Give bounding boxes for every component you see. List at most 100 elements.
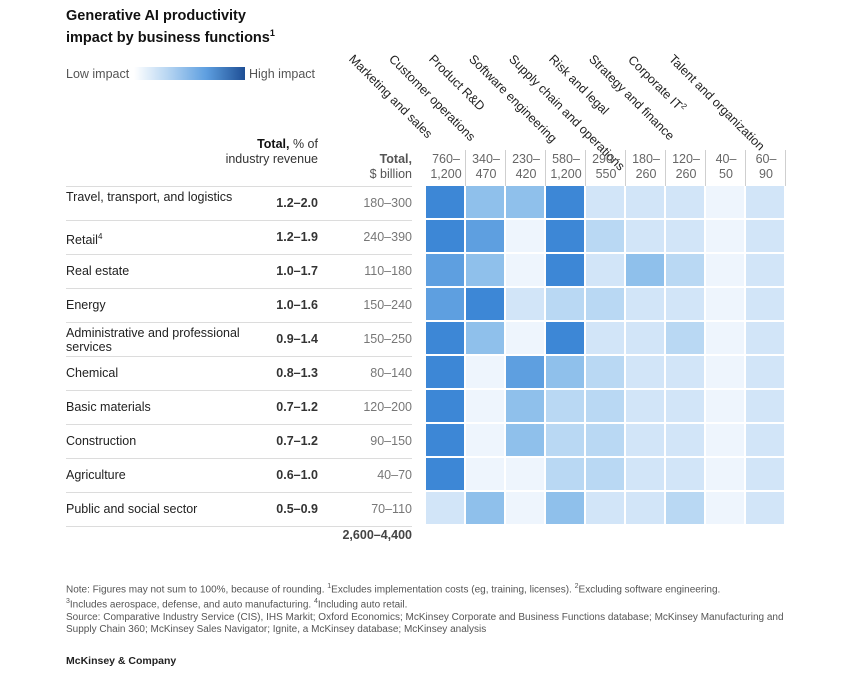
brand-name: McKinsey & Company bbox=[66, 655, 177, 667]
industry-name: Travel, transport, and logistics bbox=[66, 190, 233, 204]
row-separator bbox=[66, 288, 412, 289]
legend-low-label: Low impact bbox=[66, 67, 130, 81]
industry-revenue-pct: 0.7–1.2 bbox=[276, 400, 318, 414]
heatmap-cell bbox=[546, 356, 584, 388]
heatmap-cell bbox=[426, 288, 464, 320]
heatmap-cell bbox=[506, 288, 544, 320]
heatmap-cell bbox=[706, 220, 744, 252]
industry-total-billion: 80–140 bbox=[370, 366, 412, 380]
industry-revenue-pct: 0.5–0.9 bbox=[276, 502, 318, 516]
row-separator bbox=[66, 356, 412, 357]
heatmap-cell bbox=[626, 492, 664, 524]
heatmap-cell bbox=[706, 356, 744, 388]
heatmap-cell bbox=[666, 322, 704, 354]
function-value-range: 40– 50 bbox=[715, 152, 737, 181]
heatmap-cell bbox=[586, 424, 624, 456]
function-value-range: 230– 420 bbox=[512, 152, 540, 181]
header-total-revenue: Total, % of industry revenue bbox=[222, 137, 318, 167]
total-billion-sum: 2,600–4,400 bbox=[342, 528, 412, 542]
heatmap-cell bbox=[706, 390, 744, 422]
heatmap-cell bbox=[466, 288, 504, 320]
industry-revenue-pct: 1.0–1.6 bbox=[276, 298, 318, 312]
row-separator bbox=[66, 424, 412, 425]
function-value-range: 120– 260 bbox=[672, 152, 700, 181]
row-separator bbox=[66, 254, 412, 255]
heatmap-cell bbox=[506, 492, 544, 524]
heatmap-cell bbox=[586, 492, 624, 524]
column-separator bbox=[665, 150, 666, 186]
column-separator bbox=[785, 150, 786, 186]
heatmap-cell bbox=[426, 220, 464, 252]
chart-title: Generative AI productivity impact by bus… bbox=[66, 8, 326, 47]
title-line-2: impact by business functions1 bbox=[66, 25, 326, 47]
heatmap-cell bbox=[546, 186, 584, 218]
row-separator bbox=[66, 186, 412, 187]
heatmap-cell bbox=[706, 186, 744, 218]
legend-high-label: High impact bbox=[249, 67, 315, 81]
note-source: Source: Comparative Industry Service (CI… bbox=[66, 611, 784, 635]
heatmap-cell bbox=[426, 390, 464, 422]
heatmap-cell bbox=[466, 390, 504, 422]
heatmap-cell bbox=[586, 254, 624, 286]
heatmap-cell bbox=[506, 424, 544, 456]
heatmap-cell bbox=[746, 220, 784, 252]
industry-revenue-pct: 0.7–1.2 bbox=[276, 434, 318, 448]
heatmap-cell bbox=[506, 356, 544, 388]
heatmap-cell bbox=[466, 458, 504, 490]
heatmap-cell bbox=[426, 356, 464, 388]
industry-name: Agriculture bbox=[66, 468, 126, 482]
function-value-range: 180– 260 bbox=[632, 152, 660, 181]
heatmap-cell bbox=[626, 254, 664, 286]
heatmap-cell bbox=[626, 424, 664, 456]
heatmap-cell bbox=[746, 492, 784, 524]
industry-name: Administrative and professional services bbox=[66, 326, 240, 354]
industry-name: Real estate bbox=[66, 264, 130, 278]
heatmap-cell bbox=[586, 186, 624, 218]
industry-name: Construction bbox=[66, 434, 137, 448]
heatmap-cell bbox=[586, 458, 624, 490]
function-value-range: 340– 470 bbox=[472, 152, 500, 181]
industry-name: Retail4 bbox=[66, 232, 103, 248]
heatmap-cell bbox=[466, 424, 504, 456]
industry-total-billion: 110–180 bbox=[364, 264, 412, 278]
heatmap-cell bbox=[706, 254, 744, 286]
industry-total-billion: 120–200 bbox=[363, 400, 412, 414]
industry-total-billion: 70–110 bbox=[371, 502, 412, 516]
heatmap-cell bbox=[746, 288, 784, 320]
header-total-revenue-bold: Total, bbox=[257, 137, 290, 151]
header-total-billion-rest: $ billion bbox=[369, 167, 412, 181]
industry-total-billion: 150–250 bbox=[363, 332, 412, 346]
heatmap-cell bbox=[466, 254, 504, 286]
industry-revenue-pct: 0.9–1.4 bbox=[276, 332, 318, 346]
heatmap-cell bbox=[506, 390, 544, 422]
heatmap-cell bbox=[506, 186, 544, 218]
row-separator bbox=[66, 458, 412, 459]
heatmap-cell bbox=[506, 220, 544, 252]
heatmap-cell bbox=[586, 288, 624, 320]
row-separator bbox=[66, 526, 412, 527]
heatmap-cell bbox=[666, 288, 704, 320]
heatmap-cell bbox=[426, 492, 464, 524]
heatmap-cell bbox=[706, 458, 744, 490]
heatmap-cell bbox=[466, 220, 504, 252]
industry-total-billion: 150–240 bbox=[363, 298, 412, 312]
industry-total-billion: 240–390 bbox=[363, 230, 412, 244]
heatmap-cell bbox=[466, 186, 504, 218]
heatmap-cell bbox=[666, 424, 704, 456]
industry-revenue-pct: 0.8–1.3 bbox=[276, 366, 318, 380]
heatmap-cell bbox=[666, 186, 704, 218]
industry-name: Chemical bbox=[66, 366, 119, 380]
heatmap-cell bbox=[586, 322, 624, 354]
heatmap-cell bbox=[746, 458, 784, 490]
heatmap-cell bbox=[426, 458, 464, 490]
industry-revenue-pct: 1.0–1.7 bbox=[276, 264, 318, 278]
heatmap-cell bbox=[586, 356, 624, 388]
function-value-range: 580– 1,200 bbox=[550, 152, 582, 181]
heatmap-cell bbox=[506, 254, 544, 286]
heatmap-cell bbox=[746, 322, 784, 354]
heatmap-cell bbox=[466, 322, 504, 354]
heatmap-cell bbox=[426, 186, 464, 218]
heatmap-cell bbox=[506, 322, 544, 354]
heatmap-cell bbox=[546, 322, 584, 354]
